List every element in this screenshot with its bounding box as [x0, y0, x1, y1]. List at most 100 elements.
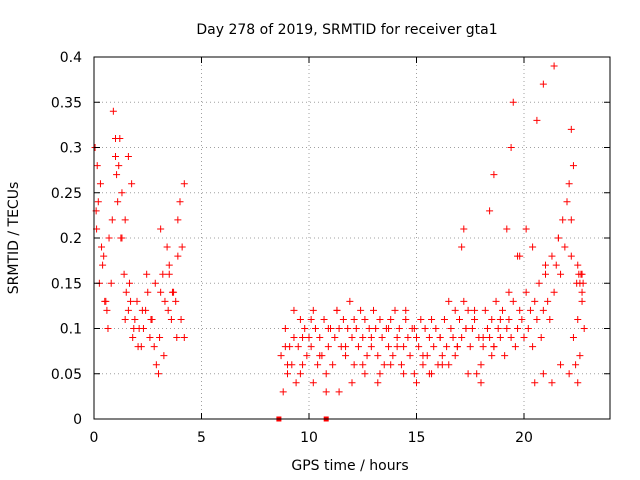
- data-point: [565, 180, 573, 188]
- ticks: [93, 56, 610, 420]
- x-tick-label: 0: [90, 430, 99, 446]
- data-point: [471, 306, 479, 314]
- data-point: [93, 162, 101, 170]
- data-point: [503, 325, 511, 332]
- data-point: [99, 261, 107, 269]
- data-point: [157, 288, 165, 296]
- data-point: [125, 279, 133, 287]
- data-point: [361, 370, 369, 378]
- data-point: [324, 325, 332, 332]
- data-point: [421, 325, 429, 332]
- data-point: [309, 306, 317, 314]
- data-point: [348, 334, 356, 342]
- data-point: [415, 343, 423, 351]
- data-point: [542, 270, 549, 278]
- data-point: [529, 343, 537, 351]
- data-point: [117, 234, 125, 242]
- data-point: [557, 361, 565, 369]
- data-point: [150, 343, 158, 351]
- data-point: [451, 352, 459, 360]
- data-point: [507, 144, 515, 151]
- data-point: [389, 352, 397, 360]
- data-point: [152, 361, 160, 369]
- data-point: [118, 189, 126, 197]
- data-point: [496, 334, 504, 342]
- data-point: [473, 370, 481, 378]
- data-point: [432, 325, 440, 332]
- data-point: [464, 306, 472, 314]
- data-point: [393, 343, 401, 351]
- data-point: [505, 288, 513, 296]
- data-point: [410, 325, 418, 332]
- data-point: [456, 315, 463, 323]
- data-point: [98, 243, 106, 251]
- data-point: [363, 352, 371, 360]
- data-point: [281, 325, 289, 332]
- data-point: [335, 325, 343, 332]
- data-point: [307, 343, 315, 351]
- data-point: [284, 370, 291, 378]
- data-point: [451, 306, 459, 314]
- data-point: [488, 315, 496, 323]
- data-point: [413, 334, 420, 342]
- data-point: [180, 180, 188, 188]
- data-point: [109, 107, 117, 115]
- data-point: [380, 361, 388, 369]
- data-point: [499, 306, 506, 314]
- x-tick-label: 20: [515, 430, 533, 446]
- data-point: [385, 343, 393, 351]
- data-point: [348, 379, 356, 387]
- data-point: [468, 325, 476, 332]
- data-point: [378, 334, 386, 342]
- data-point: [329, 361, 337, 369]
- data-point: [496, 315, 504, 323]
- data-point: [143, 270, 151, 278]
- data-point: [529, 243, 537, 251]
- data-point: [486, 207, 494, 215]
- data-point: [361, 315, 369, 323]
- data-point: [314, 361, 322, 369]
- data-point: [486, 334, 494, 342]
- data-point: [579, 279, 587, 287]
- data-point: [303, 352, 311, 360]
- data-point: [458, 243, 466, 251]
- data-point: [299, 334, 307, 342]
- data-point: [172, 297, 180, 305]
- data-point: [115, 162, 123, 170]
- data-point: [393, 334, 401, 342]
- data-point: [104, 325, 112, 332]
- data-point: [445, 361, 453, 369]
- data-point: [559, 216, 567, 224]
- data-point: [342, 352, 350, 360]
- data-point: [130, 325, 138, 332]
- data-point: [159, 270, 167, 278]
- data-point: [447, 325, 455, 332]
- data-point: [151, 279, 159, 287]
- data-point: [376, 315, 384, 323]
- data-point: [385, 325, 393, 332]
- data-point: [284, 361, 291, 369]
- data-point: [464, 370, 472, 378]
- data-point: [374, 379, 382, 387]
- x-tick-label: 5: [197, 430, 206, 446]
- data-point: [177, 315, 185, 323]
- data-point: [576, 352, 584, 360]
- data-point: [458, 334, 466, 342]
- data-point: [372, 325, 380, 332]
- data-point: [554, 234, 562, 242]
- data-point: [567, 125, 575, 133]
- data-points: [92, 63, 588, 422]
- data-point: [410, 370, 418, 378]
- data-point: [511, 343, 519, 351]
- data-point: [494, 325, 502, 332]
- data-point: [165, 270, 173, 278]
- y-tick-label: 0.05: [51, 367, 82, 383]
- y-axis-label: SRMTID / TECUs: [6, 182, 22, 295]
- data-point: [460, 225, 468, 233]
- data-point: [567, 216, 575, 224]
- data-point: [578, 297, 586, 305]
- data-point: [404, 334, 412, 342]
- data-point: [134, 343, 142, 351]
- data-point: [550, 288, 558, 296]
